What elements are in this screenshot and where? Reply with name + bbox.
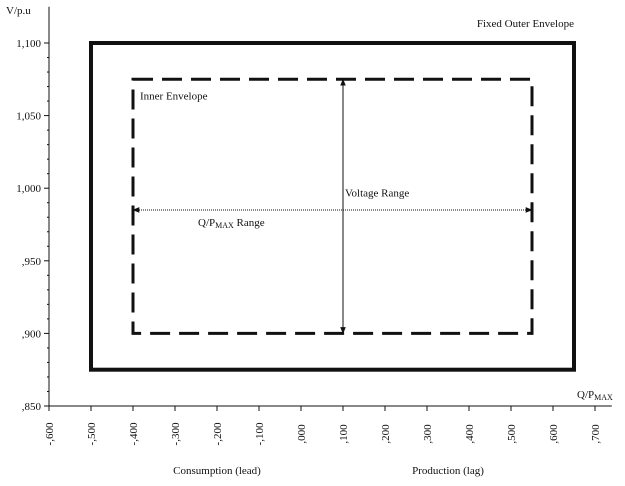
y-tick-label: ,900 — [22, 328, 42, 340]
x-tick-label: -,100 — [254, 422, 266, 445]
x-tick-label: -,300 — [170, 422, 182, 445]
x-axis-label-part: MAX — [594, 393, 613, 402]
y-axis-label: V/p.u — [6, 5, 31, 17]
x-tick-label: -,200 — [212, 422, 224, 445]
annotation: Production (lag) — [412, 465, 484, 477]
y-tick-label: ,950 — [22, 256, 42, 268]
range-label-part: Q/P — [198, 217, 215, 229]
x-tick-label: -,600 — [44, 422, 56, 445]
x-tick-label: ,500 — [506, 424, 518, 444]
range-label-part: MAX — [215, 221, 234, 230]
range-label-part: Range — [234, 217, 265, 229]
annotation: Consumption (lead) — [173, 465, 261, 477]
x-tick-label: ,400 — [464, 424, 476, 444]
x-tick-label: ,300 — [422, 424, 434, 444]
x-axis-label: Q/PMAX — [577, 389, 613, 402]
x-tick-label: ,100 — [338, 424, 350, 444]
x-axis-label-part: Q/P — [577, 389, 594, 401]
x-tick-label: ,700 — [590, 424, 602, 444]
x-tick-label: -,400 — [128, 422, 140, 445]
y-tick-label: 1,050 — [16, 111, 41, 123]
x-tick-label: -,500 — [86, 422, 98, 445]
x-tick-label: ,600 — [548, 424, 560, 444]
x-tick-label: ,200 — [380, 424, 392, 444]
range-label: Voltage Range — [345, 187, 409, 199]
envelope-label: Fixed Outer Envelope — [477, 18, 574, 30]
y-tick-label: ,850 — [22, 401, 42, 413]
envelope-rect — [89, 41, 576, 372]
envelope-label: Inner Envelope — [140, 90, 208, 102]
range-label-part: Voltage Range — [345, 187, 409, 199]
envelope-rect — [131, 77, 534, 335]
range-label: Q/PMAX Range — [198, 217, 265, 230]
y-tick-label: 1,000 — [16, 183, 41, 195]
x-tick-label: ,000 — [296, 424, 308, 444]
y-tick-label: 1,100 — [16, 38, 41, 50]
